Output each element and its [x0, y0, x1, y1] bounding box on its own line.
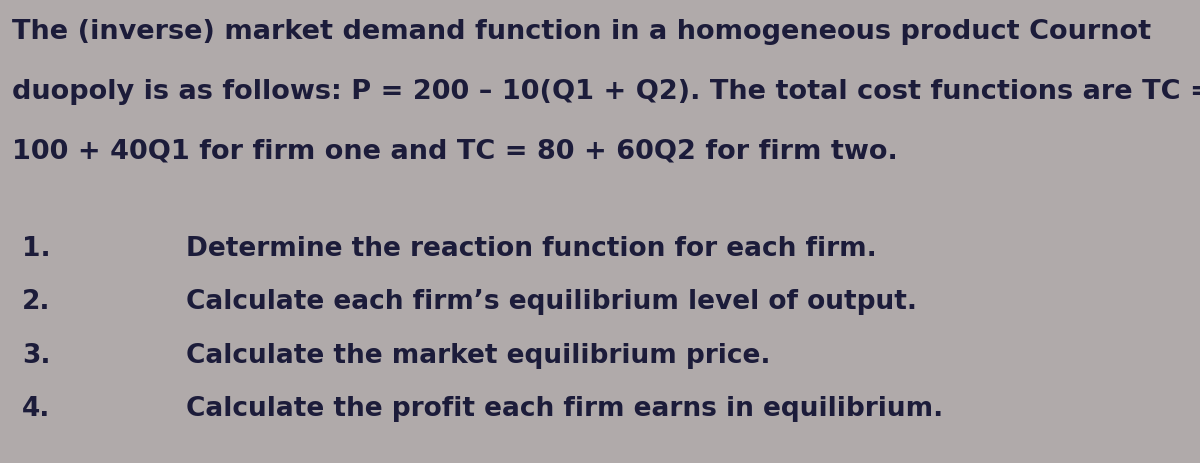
- Text: Calculate the profit each firm earns in equilibrium.: Calculate the profit each firm earns in …: [186, 396, 943, 422]
- Text: 1.: 1.: [22, 236, 50, 262]
- Text: Determine the reaction function for each firm.: Determine the reaction function for each…: [186, 236, 877, 262]
- Text: 3.: 3.: [22, 343, 50, 369]
- Text: Calculate each firm’s equilibrium level of output.: Calculate each firm’s equilibrium level …: [186, 289, 917, 315]
- Text: duopoly is as follows: P = 200 – 10(Q1 + Q2). The total cost functions are TC =: duopoly is as follows: P = 200 – 10(Q1 +…: [12, 79, 1200, 105]
- Text: The (inverse) market demand function in a homogeneous product Cournot: The (inverse) market demand function in …: [12, 19, 1151, 44]
- Text: 100 + 40Q1 for firm one and TC = 80 + 60Q2 for firm two.: 100 + 40Q1 for firm one and TC = 80 + 60…: [12, 139, 898, 165]
- Text: Calculate the market equilibrium price.: Calculate the market equilibrium price.: [186, 343, 770, 369]
- Text: 2.: 2.: [22, 289, 50, 315]
- Text: 4.: 4.: [22, 396, 50, 422]
